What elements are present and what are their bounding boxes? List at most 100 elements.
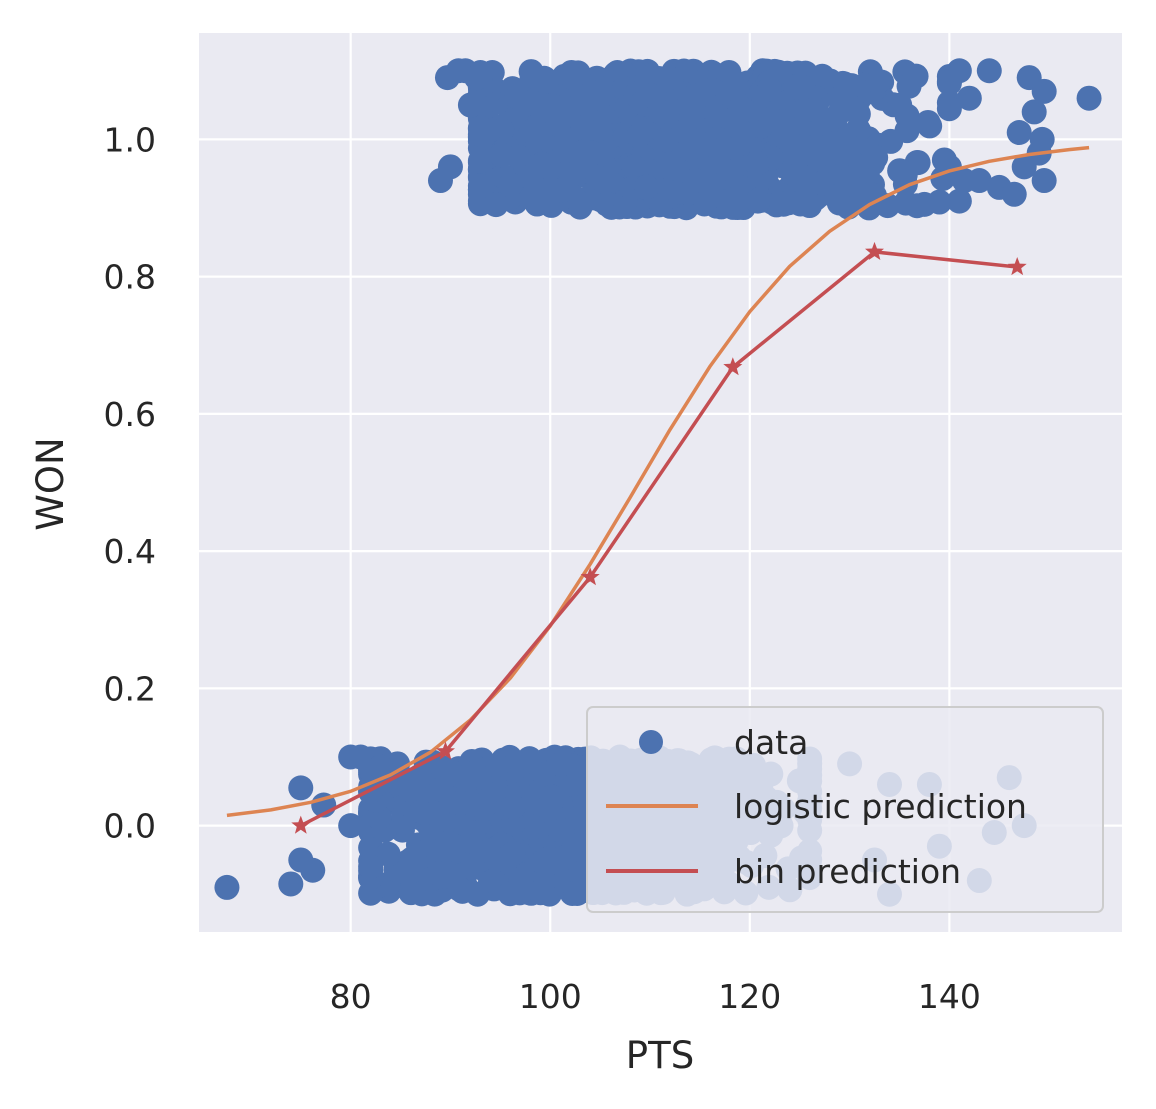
data-point bbox=[368, 754, 394, 780]
x-axis-label: PTS bbox=[626, 1034, 694, 1077]
data-point bbox=[508, 869, 534, 895]
data-point bbox=[826, 85, 852, 111]
data-point bbox=[488, 142, 514, 168]
legend-label-logistic: logistic prediction bbox=[734, 787, 1027, 826]
bin-prediction-marker bbox=[1007, 257, 1027, 276]
data-point bbox=[422, 800, 448, 826]
data-point bbox=[655, 154, 681, 180]
data-point bbox=[560, 771, 586, 797]
data-point bbox=[698, 183, 724, 209]
data-point bbox=[542, 178, 568, 204]
data-point bbox=[682, 168, 708, 194]
data-point bbox=[375, 841, 401, 867]
data-point bbox=[845, 101, 871, 127]
data-point bbox=[539, 784, 565, 810]
data-point bbox=[903, 63, 929, 89]
y-tick-labels: 0.0 0.2 0.4 0.6 0.8 1.0 bbox=[104, 120, 156, 845]
bin-prediction-series bbox=[291, 241, 1027, 834]
data-point bbox=[946, 188, 972, 214]
data-point bbox=[956, 85, 982, 111]
data-point bbox=[626, 123, 652, 149]
data-point bbox=[406, 764, 432, 790]
y-tick-label: 0.8 bbox=[104, 258, 156, 297]
data-point bbox=[731, 128, 757, 154]
data-point bbox=[756, 76, 782, 102]
data-point bbox=[1076, 85, 1102, 111]
data-point bbox=[548, 751, 574, 777]
data-point bbox=[516, 746, 542, 772]
data-point bbox=[931, 147, 957, 173]
data-point bbox=[518, 118, 544, 144]
data-point bbox=[926, 189, 952, 215]
data-point bbox=[824, 184, 850, 210]
data-point bbox=[467, 148, 493, 174]
x-tick-label: 80 bbox=[330, 977, 372, 1016]
data-point bbox=[463, 65, 489, 91]
bin-prediction-marker bbox=[291, 815, 311, 834]
data-point bbox=[1006, 120, 1032, 146]
data-point bbox=[936, 96, 962, 122]
data-point bbox=[500, 794, 526, 820]
y-tick-label: 0.0 bbox=[104, 807, 156, 846]
data-point bbox=[348, 744, 374, 770]
y-tick-label: 1.0 bbox=[104, 120, 156, 159]
data-point bbox=[511, 92, 537, 118]
bin-prediction-marker bbox=[580, 567, 600, 586]
data-point bbox=[455, 763, 481, 789]
data-point bbox=[976, 58, 1002, 84]
data-point bbox=[564, 881, 590, 907]
legend-marker-data bbox=[639, 730, 663, 754]
data-point bbox=[621, 154, 647, 180]
data-point bbox=[634, 174, 660, 200]
data-point bbox=[573, 91, 599, 117]
legend: data logistic prediction bin prediction bbox=[586, 706, 1104, 913]
data-point bbox=[1029, 126, 1055, 152]
data-point bbox=[894, 103, 920, 129]
data-point bbox=[1031, 168, 1057, 194]
data-point bbox=[653, 127, 679, 153]
data-point bbox=[551, 845, 577, 871]
x-tick-label: 120 bbox=[718, 977, 781, 1016]
data-point bbox=[688, 82, 714, 108]
data-point bbox=[425, 861, 451, 887]
y-tick-label: 0.6 bbox=[104, 395, 156, 434]
data-point bbox=[638, 83, 664, 109]
data-point bbox=[288, 775, 314, 801]
data-point bbox=[533, 68, 559, 94]
data-point bbox=[447, 790, 473, 816]
data-point bbox=[565, 60, 591, 86]
data-point bbox=[549, 818, 575, 844]
data-point bbox=[520, 814, 546, 840]
data-point bbox=[681, 125, 707, 151]
data-point bbox=[1021, 99, 1047, 125]
data-point bbox=[441, 833, 467, 859]
logistic-prediction-series bbox=[226, 145, 1090, 818]
data-point bbox=[214, 874, 240, 900]
x-tick-labels: 80 100 120 140 bbox=[330, 977, 981, 1016]
data-point bbox=[722, 186, 748, 212]
data-point bbox=[437, 154, 463, 180]
data-point bbox=[770, 109, 796, 135]
data-point bbox=[656, 65, 682, 91]
data-point bbox=[483, 846, 509, 872]
data-point bbox=[915, 109, 941, 135]
data-point bbox=[715, 155, 741, 181]
legend-label-bin: bin prediction bbox=[734, 852, 961, 891]
y-tick-label: 0.4 bbox=[104, 532, 156, 571]
data-point bbox=[801, 142, 827, 168]
data-point bbox=[467, 121, 493, 147]
data-point bbox=[878, 128, 904, 154]
data-point bbox=[537, 93, 563, 119]
data-point bbox=[720, 75, 746, 101]
data-point bbox=[865, 69, 891, 95]
data-point bbox=[946, 58, 972, 84]
data-point bbox=[792, 165, 818, 191]
data-point bbox=[790, 74, 816, 100]
data-point bbox=[338, 813, 364, 839]
data-point bbox=[1001, 181, 1027, 207]
x-tick-label: 140 bbox=[918, 977, 981, 1016]
y-axis-label: WON bbox=[29, 437, 72, 530]
data-point bbox=[821, 131, 847, 157]
logistic-prediction-line bbox=[226, 145, 1090, 818]
bin-prediction-marker bbox=[865, 241, 884, 260]
